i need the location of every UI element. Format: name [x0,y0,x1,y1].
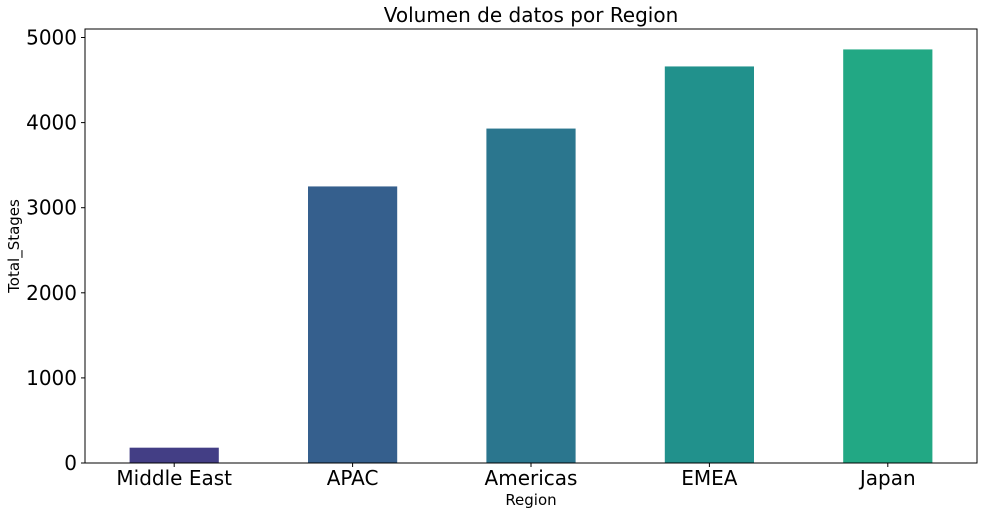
plot-frame [84,28,978,464]
x-tick-label: Japan [858,466,916,490]
chart-title: Volumen de datos por Region [384,3,679,27]
bar-emea [664,66,754,463]
y-tick-label: 2000 [26,281,77,305]
x-axis-label: Region [505,491,556,509]
y-tick-label: 3000 [26,196,77,220]
x-tick-label: APAC [327,466,379,490]
y-tick-label: 0 [64,451,77,475]
bar-apac [308,186,398,463]
x-axis: Middle East APAC Americas EMEA Japan [116,463,916,490]
y-tick-label: 1000 [26,366,77,390]
x-tick-label: EMEA [681,466,738,490]
x-tick-label: Middle East [116,466,232,490]
bars-group [129,49,933,464]
x-tick-label: Americas [485,466,578,490]
bar-americas [486,128,576,464]
y-axis-label: Total_Stages [5,199,24,294]
y-tick-label: 5000 [26,26,77,50]
bar-japan [843,49,933,464]
y-tick-label: 4000 [26,111,77,135]
y-axis: 0 1000 2000 3000 4000 5000 [26,26,85,475]
bar-middle-east [129,447,219,463]
